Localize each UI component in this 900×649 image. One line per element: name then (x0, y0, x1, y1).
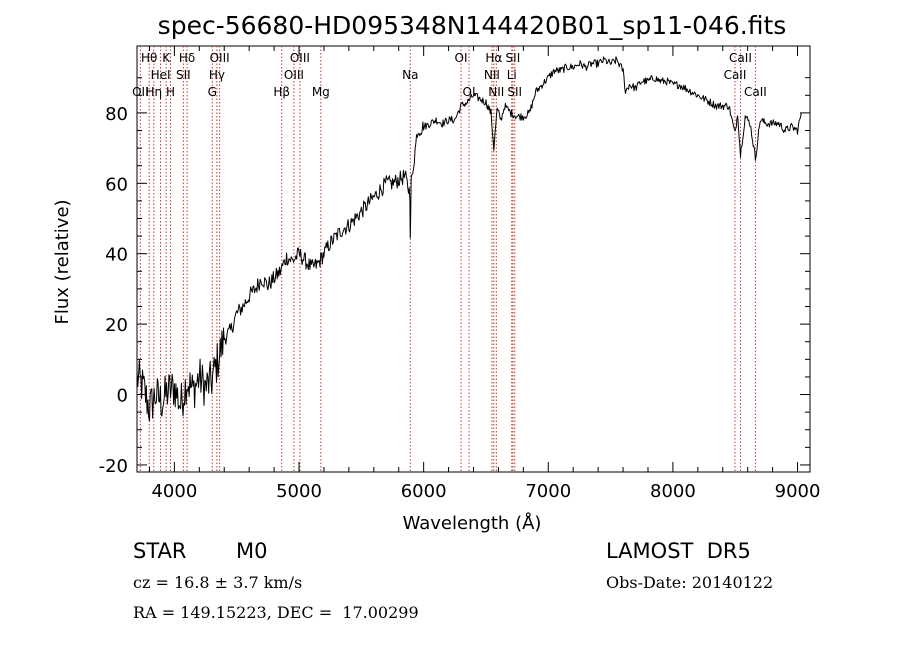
y-tick-label-5: 80 (105, 104, 128, 125)
line-label-25: CaII (729, 51, 752, 65)
line-label-9: Hγ (209, 68, 225, 82)
x-tick-label-3: 7000 (525, 481, 571, 502)
y-tick-label-2: 20 (105, 315, 128, 336)
line-label-2: Hη (146, 85, 163, 99)
y-tick-label-0: -20 (99, 456, 128, 477)
x-axis-label: Wavelength (Å) (403, 512, 542, 534)
x-tick-label-0: 4000 (151, 481, 197, 502)
line-label-19: Hα (485, 51, 502, 65)
line-label-3: HeI (151, 68, 171, 82)
line-label-21: Li (507, 68, 517, 82)
line-label-16: OI (455, 51, 468, 65)
line-label-12: OIII (284, 68, 304, 82)
line-label-6: SII (176, 68, 191, 82)
line-label-0: OII (132, 85, 149, 99)
line-label-18: NII (484, 68, 500, 82)
x-tick-label-4: 8000 (650, 481, 696, 502)
y-tick-label-1: 0 (117, 386, 128, 407)
line-label-22: SII (506, 51, 521, 65)
chart-title: spec-56680-HD095348N144420B01_sp11-046.f… (158, 11, 787, 40)
line-label-23: SII (507, 85, 522, 99)
spectrum-line-0 (136, 56, 802, 422)
redshift-text: cz = 16.8 ± 3.7 km/s (133, 573, 303, 592)
line-label-11: Hβ (273, 85, 290, 99)
line-label-10: OIII (210, 51, 230, 65)
line-label-26: CaII (744, 85, 767, 99)
line-label-20: NII (488, 85, 504, 99)
y-axis-label: Flux (relative) (52, 199, 73, 324)
line-label-14: Mg (312, 85, 330, 99)
line-label-15: Na (402, 68, 418, 82)
plot-frame (136, 45, 811, 473)
obs-date: Obs-Date: 20140122 (606, 573, 774, 592)
line-label-17: OI (463, 85, 476, 99)
line-label-5: H (166, 85, 175, 99)
survey-name: LAMOST DR5 (606, 539, 751, 563)
line-label-4: K (162, 51, 171, 65)
x-tick-label-5: 9000 (775, 481, 821, 502)
line-label-7: Hδ (179, 51, 195, 65)
coordinates: RA = 149.15223, DEC = 17.00299 (133, 603, 419, 622)
x-tick-label-2: 6000 (401, 481, 447, 502)
y-tick-label-4: 60 (105, 174, 128, 195)
line-label-8: G (208, 85, 217, 99)
object-subclass: M0 (236, 539, 268, 563)
line-label-13: OIII (290, 51, 310, 65)
line-label-24: CaII (724, 68, 747, 82)
y-tick-label-3: 40 (105, 245, 128, 266)
x-tick-label-1: 5000 (276, 481, 322, 502)
line-label-1: Hθ (141, 51, 157, 65)
object-class: STAR (133, 539, 187, 563)
